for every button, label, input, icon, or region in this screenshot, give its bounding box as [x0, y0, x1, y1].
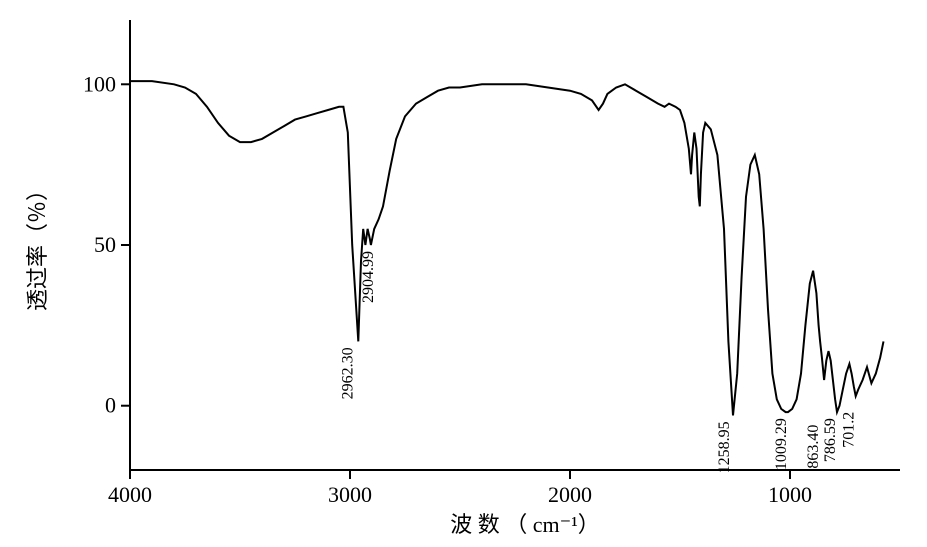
- spectrum-line: [130, 81, 884, 415]
- peak-label: 2904.99: [360, 251, 377, 303]
- x-tick-label: 3000: [328, 482, 372, 507]
- peak-label: 1009.29: [773, 418, 790, 470]
- x-tick-label: 1000: [768, 482, 812, 507]
- y-tick-label: 0: [105, 393, 116, 418]
- y-tick-label: 50: [94, 232, 116, 257]
- peak-label: 701.2: [841, 412, 858, 448]
- y-axis-title: 透过率（％）: [25, 179, 50, 311]
- peak-label: 2962.30: [339, 347, 356, 399]
- peak-label: 863.40: [805, 425, 822, 469]
- y-tick-label: 100: [83, 71, 116, 96]
- x-tick-label: 2000: [548, 482, 592, 507]
- ir-spectrum-chart: 4000 3000 2000 1000 波 数 （ cm⁻¹） 0 50 100 透过率（％） 2…: [0, 0, 927, 547]
- x-tick-label: 4000: [108, 482, 152, 507]
- chart-svg: 4000 3000 2000 1000 波 数 （ cm⁻¹） 0 50 100 透过率（％） 2…: [0, 0, 927, 547]
- peak-label: 1258.95: [716, 421, 733, 473]
- x-axis-title: 波 数 （ cm⁻¹）: [450, 512, 600, 537]
- peak-label: 786.59: [822, 418, 839, 462]
